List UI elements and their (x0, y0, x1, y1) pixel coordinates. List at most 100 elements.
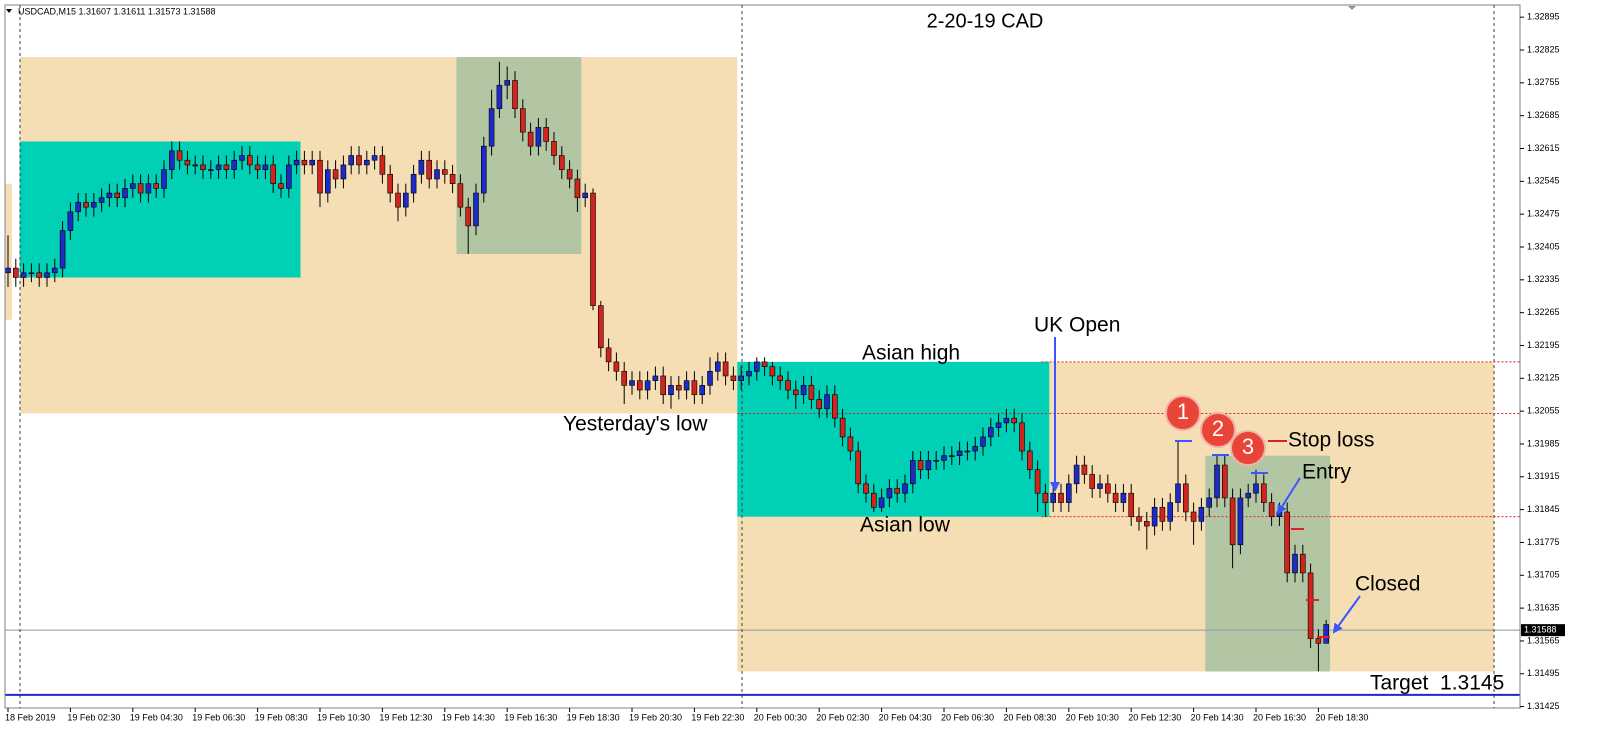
chart-title: 2-20-19 CAD (927, 10, 1044, 32)
candle-body (1144, 521, 1150, 527)
target-label: Target 1.3145 (1370, 672, 1504, 695)
candle-body (1003, 417, 1010, 424)
candle-body (714, 361, 721, 372)
candle-body (738, 375, 745, 381)
candle-body (1292, 553, 1298, 574)
candle-body (223, 164, 230, 170)
candle-body (293, 159, 300, 166)
candle-body (480, 145, 487, 194)
annotation: UK Open (1034, 314, 1120, 337)
candle-body (379, 155, 386, 175)
candle-body (1034, 469, 1041, 494)
candle-body (309, 159, 316, 166)
candle-body (184, 159, 191, 166)
candle-body (1206, 497, 1212, 508)
candle-body (231, 159, 237, 170)
candle-body (1050, 492, 1056, 503)
candle-body (1323, 624, 1329, 644)
candle-body (629, 380, 635, 386)
candle-body (1175, 483, 1181, 503)
candle-body (1073, 464, 1080, 485)
annotation: Yesterday's low (563, 413, 708, 436)
candle-body (200, 164, 206, 170)
y-tick-label: 1.31985 (1527, 438, 1560, 448)
x-tick-label: 20 Feb 06:30 (941, 712, 994, 722)
candle-body (980, 436, 986, 447)
candle-body (1245, 492, 1251, 499)
x-tick-label: 19 Feb 22:30 (691, 712, 744, 722)
x-tick-label: 19 Feb 20:30 (629, 712, 682, 722)
candle-body (1081, 464, 1088, 475)
candle-body (1167, 502, 1173, 522)
candle-body (441, 169, 448, 175)
candle-body (925, 460, 932, 471)
candle-body (371, 155, 378, 161)
candle-body (106, 192, 113, 199)
x-tick-label: 20 Feb 12:30 (1128, 712, 1181, 722)
candle-body (1027, 450, 1033, 471)
candle-body (239, 155, 245, 161)
candle-body (636, 380, 643, 391)
candle-body (660, 375, 667, 396)
candle-body (1120, 492, 1127, 503)
candle-body (1229, 497, 1236, 546)
x-tick-label: 19 Feb 14:30 (442, 712, 495, 722)
candle-body (1315, 638, 1322, 644)
candle-body (683, 380, 690, 391)
candle-body (1253, 483, 1259, 494)
candle-body (1190, 511, 1197, 522)
y-tick-label: 1.32475 (1527, 209, 1560, 219)
candle-body (933, 460, 940, 462)
marker-number: 3 (1242, 434, 1254, 459)
symbol-info: USDCAD,M15 1.31607 1.31611 1.31573 1.315… (18, 6, 215, 16)
candle-body (566, 169, 573, 180)
candle-body (621, 370, 628, 386)
arrow (1332, 595, 1361, 634)
candle-body (254, 164, 261, 170)
candle-body (652, 375, 659, 381)
candle-body (59, 230, 66, 269)
y-tick-label: 1.32615 (1527, 143, 1560, 153)
candle-body (792, 389, 799, 396)
candle-body (402, 192, 409, 208)
candle-body (816, 399, 823, 410)
candle-body (426, 159, 433, 180)
y-tick-label: 1.31775 (1527, 537, 1560, 547)
candle-body (332, 169, 339, 180)
marker-circle (1165, 395, 1201, 431)
menu-arrow[interactable] (6, 9, 12, 13)
candle-body (340, 164, 347, 180)
candle-body (270, 164, 277, 184)
price-tag-label: 1.31588 (1524, 625, 1557, 635)
candle-body (1222, 464, 1228, 499)
candle-body (746, 370, 752, 377)
candle-body (1136, 516, 1142, 522)
candle-body (558, 155, 565, 170)
y-tick-label: 1.32755 (1527, 77, 1560, 87)
y-tick-label: 1.32895 (1527, 12, 1560, 22)
x-tick-label: 19 Feb 02:30 (67, 712, 120, 722)
candle-body (176, 150, 183, 161)
candle-body (847, 436, 854, 452)
candle-body (699, 385, 706, 396)
candle-body (67, 211, 74, 231)
candle-body (894, 488, 901, 494)
candle-body (512, 80, 518, 109)
marker-number: 2 (1212, 416, 1224, 441)
candle-body (28, 272, 35, 275)
annotation: Closed (1355, 573, 1420, 596)
candle-body (1042, 492, 1049, 503)
marker-circle (1200, 412, 1236, 448)
candle-body (91, 202, 97, 208)
candle-body (761, 361, 768, 367)
marker-number: 1 (1177, 399, 1189, 424)
candle-body (44, 272, 50, 278)
y-tick-label: 1.31705 (1527, 570, 1560, 580)
x-tick-label: 20 Feb 16:30 (1253, 712, 1306, 722)
candle-body (1066, 483, 1072, 503)
candle-body (1011, 417, 1018, 424)
annotation: Entry (1302, 461, 1352, 484)
candle-body (597, 305, 604, 349)
y-tick-label: 1.32335 (1527, 274, 1560, 284)
